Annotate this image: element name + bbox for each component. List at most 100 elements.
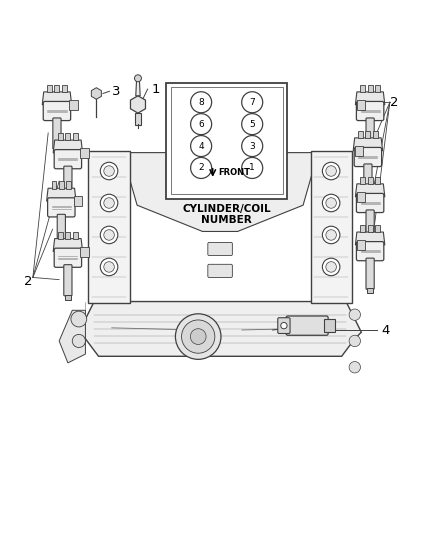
Circle shape — [326, 262, 336, 272]
Polygon shape — [355, 184, 385, 197]
FancyBboxPatch shape — [375, 225, 380, 232]
Circle shape — [104, 198, 114, 208]
Circle shape — [242, 157, 263, 179]
FancyBboxPatch shape — [73, 232, 78, 239]
Polygon shape — [46, 188, 76, 201]
FancyBboxPatch shape — [64, 166, 72, 197]
Circle shape — [134, 75, 141, 82]
FancyBboxPatch shape — [80, 148, 88, 158]
FancyBboxPatch shape — [367, 288, 373, 294]
FancyBboxPatch shape — [58, 244, 64, 249]
Polygon shape — [53, 239, 83, 252]
Circle shape — [191, 157, 212, 179]
Polygon shape — [136, 80, 140, 96]
FancyBboxPatch shape — [357, 192, 365, 202]
FancyBboxPatch shape — [366, 118, 374, 149]
Circle shape — [72, 334, 85, 348]
Circle shape — [322, 226, 340, 244]
FancyBboxPatch shape — [360, 225, 365, 232]
Polygon shape — [79, 302, 361, 356]
Text: 5: 5 — [249, 119, 255, 128]
Text: 2: 2 — [198, 164, 204, 173]
FancyBboxPatch shape — [88, 151, 130, 303]
FancyBboxPatch shape — [365, 131, 371, 138]
FancyBboxPatch shape — [65, 295, 71, 300]
FancyBboxPatch shape — [358, 131, 363, 138]
FancyBboxPatch shape — [366, 210, 374, 241]
Circle shape — [191, 114, 212, 135]
FancyBboxPatch shape — [54, 148, 60, 154]
FancyBboxPatch shape — [311, 151, 352, 303]
Polygon shape — [353, 138, 383, 151]
FancyBboxPatch shape — [54, 150, 81, 169]
FancyBboxPatch shape — [57, 214, 65, 246]
FancyBboxPatch shape — [43, 101, 71, 120]
Circle shape — [100, 162, 118, 180]
FancyBboxPatch shape — [364, 164, 372, 195]
Circle shape — [104, 262, 114, 272]
Circle shape — [349, 361, 360, 373]
Polygon shape — [59, 310, 85, 363]
FancyBboxPatch shape — [286, 316, 328, 335]
Text: 8: 8 — [198, 98, 204, 107]
Text: 6: 6 — [198, 119, 204, 128]
FancyBboxPatch shape — [62, 85, 67, 92]
FancyBboxPatch shape — [357, 241, 384, 261]
Circle shape — [191, 92, 212, 113]
Text: CYLINDER/COIL: CYLINDER/COIL — [182, 204, 271, 214]
FancyBboxPatch shape — [357, 193, 384, 213]
Circle shape — [326, 166, 336, 176]
FancyBboxPatch shape — [65, 232, 71, 239]
FancyBboxPatch shape — [73, 133, 78, 141]
FancyBboxPatch shape — [65, 196, 71, 201]
Circle shape — [191, 135, 212, 157]
Circle shape — [281, 322, 287, 329]
Circle shape — [326, 230, 336, 240]
Polygon shape — [42, 92, 72, 105]
Circle shape — [326, 198, 336, 208]
FancyBboxPatch shape — [52, 181, 57, 189]
FancyBboxPatch shape — [375, 85, 380, 92]
Polygon shape — [355, 232, 385, 245]
FancyBboxPatch shape — [366, 258, 374, 289]
Text: NUMBER: NUMBER — [201, 215, 252, 225]
FancyBboxPatch shape — [367, 85, 373, 92]
FancyBboxPatch shape — [355, 146, 363, 156]
Polygon shape — [53, 140, 83, 153]
Polygon shape — [355, 92, 385, 105]
FancyBboxPatch shape — [357, 101, 384, 120]
FancyBboxPatch shape — [208, 264, 233, 278]
Text: 1: 1 — [249, 164, 255, 173]
Circle shape — [322, 162, 340, 180]
Circle shape — [100, 258, 118, 276]
Text: 2: 2 — [390, 96, 398, 109]
FancyBboxPatch shape — [135, 112, 141, 125]
FancyBboxPatch shape — [65, 133, 71, 141]
FancyBboxPatch shape — [360, 177, 365, 184]
Circle shape — [242, 92, 263, 113]
FancyBboxPatch shape — [208, 243, 233, 255]
Polygon shape — [128, 152, 312, 231]
FancyBboxPatch shape — [58, 133, 63, 141]
Circle shape — [242, 114, 263, 135]
FancyBboxPatch shape — [278, 318, 290, 334]
FancyBboxPatch shape — [48, 198, 75, 217]
Text: 1: 1 — [152, 83, 160, 95]
FancyBboxPatch shape — [54, 85, 60, 92]
Circle shape — [100, 194, 118, 212]
FancyBboxPatch shape — [69, 100, 78, 110]
FancyBboxPatch shape — [357, 100, 365, 110]
FancyBboxPatch shape — [367, 225, 373, 232]
FancyBboxPatch shape — [80, 247, 88, 256]
FancyBboxPatch shape — [354, 148, 381, 167]
Circle shape — [175, 314, 221, 359]
Text: 3: 3 — [249, 142, 255, 150]
FancyBboxPatch shape — [58, 232, 63, 239]
Circle shape — [242, 135, 263, 157]
Circle shape — [100, 226, 118, 244]
Text: 7: 7 — [249, 98, 255, 107]
FancyBboxPatch shape — [66, 181, 71, 189]
FancyBboxPatch shape — [166, 83, 287, 199]
FancyBboxPatch shape — [324, 319, 335, 332]
FancyBboxPatch shape — [357, 240, 365, 250]
